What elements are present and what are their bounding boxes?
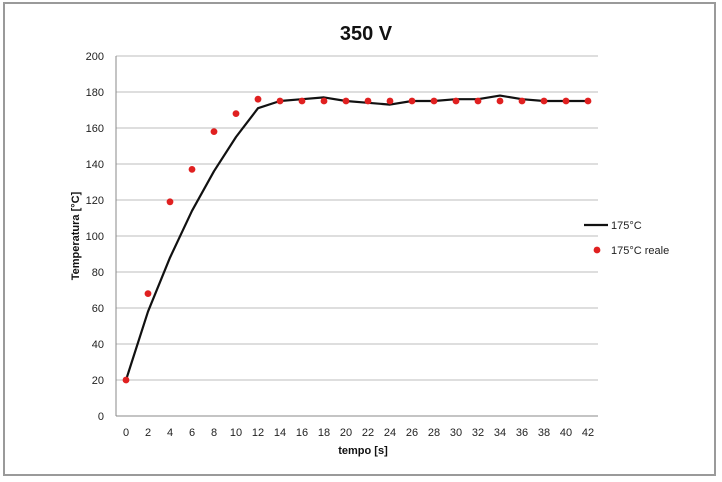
chart-title: 350 V	[340, 23, 393, 45]
x-tick-label: 22	[362, 427, 374, 439]
series	[122, 94, 592, 384]
data-point-175c-reale	[320, 97, 328, 105]
data-point-175c-reale	[496, 97, 504, 105]
chart-frame	[3, 2, 716, 476]
x-tick-labels: 0 2 4 6 8 10 12 14 16 18 20 22 24 26 28 30 32 34 36 38 40 42	[123, 427, 594, 439]
x-axis-label: tempo [s]	[338, 445, 388, 457]
data-point-175c-reale	[408, 97, 416, 105]
y-tick-label: 140	[86, 159, 104, 171]
axes	[115, 56, 598, 417]
x-tick-label: 30	[450, 427, 462, 439]
x-tick-label: 20	[340, 427, 352, 439]
data-point-175c-reale	[188, 166, 196, 173]
y-tick-label: 160	[86, 123, 104, 135]
x-tick-label: 4	[167, 427, 173, 439]
data-point-175c-reale	[144, 290, 152, 297]
data-point-175c-reale	[430, 97, 438, 105]
y-tick-labels: 0 20 40 60 80 100 120 140 160 180 200	[86, 51, 104, 423]
series-line-175c	[124, 94, 588, 381]
y-tick-label: 120	[86, 195, 104, 207]
x-tick-label: 12	[252, 427, 264, 439]
data-point-175c-reale	[232, 110, 240, 117]
data-point-175c-reale	[210, 128, 218, 136]
x-tick-label: 28	[428, 427, 440, 439]
data-point-175c-reale	[122, 376, 130, 384]
data-point-175c-reale	[254, 95, 262, 103]
x-tick-label: 2	[145, 427, 151, 439]
x-tick-label: 16	[296, 427, 308, 439]
gridlines	[116, 55, 598, 381]
data-point-175c-reale	[166, 198, 174, 206]
x-tick-label: 14	[274, 427, 286, 439]
x-tick-label: 40	[560, 427, 572, 439]
y-tick-label: 0	[98, 411, 104, 423]
x-tick-label: 6	[189, 427, 195, 439]
y-tick-label: 40	[92, 339, 104, 351]
x-tick-label: 42	[582, 427, 594, 439]
y-tick-label: 180	[86, 87, 104, 99]
y-tick-label: 100	[86, 231, 104, 243]
data-point-175c-reale	[276, 97, 284, 105]
data-point-175c-reale	[474, 97, 482, 105]
data-point-175c-reale	[298, 97, 306, 105]
legend-label-scatter: 175°C reale	[611, 245, 669, 257]
legend: 175°C 175°C reale	[584, 220, 669, 257]
data-point-175c-reale	[364, 97, 372, 105]
y-tick-label: 60	[92, 303, 104, 315]
data-point-175c-reale	[518, 97, 526, 105]
legend-dot-swatch	[593, 246, 601, 254]
y-tick-label: 80	[92, 267, 104, 279]
data-point-175c-reale	[452, 97, 460, 105]
y-axis-label: Temperatura [°C]	[70, 191, 82, 280]
data-point-175c-reale	[562, 97, 570, 105]
x-tick-label: 34	[494, 427, 506, 439]
x-tick-label: 26	[406, 427, 418, 439]
x-tick-label: 8	[211, 427, 217, 439]
data-point-175c-reale	[386, 97, 394, 105]
x-tick-label: 36	[516, 427, 528, 439]
x-tick-label: 0	[123, 427, 129, 439]
x-tick-label: 32	[472, 427, 484, 439]
y-tick-label: 200	[86, 51, 104, 63]
x-tick-label: 10	[230, 427, 242, 439]
x-tick-label: 24	[384, 427, 396, 439]
x-tick-label: 18	[318, 427, 330, 439]
y-tick-label: 20	[92, 375, 104, 387]
data-point-175c-reale	[540, 97, 548, 105]
data-point-175c-reale	[584, 97, 592, 105]
x-tick-label: 38	[538, 427, 550, 439]
data-point-175c-reale	[342, 97, 350, 105]
legend-label-line: 175°C	[611, 220, 642, 232]
